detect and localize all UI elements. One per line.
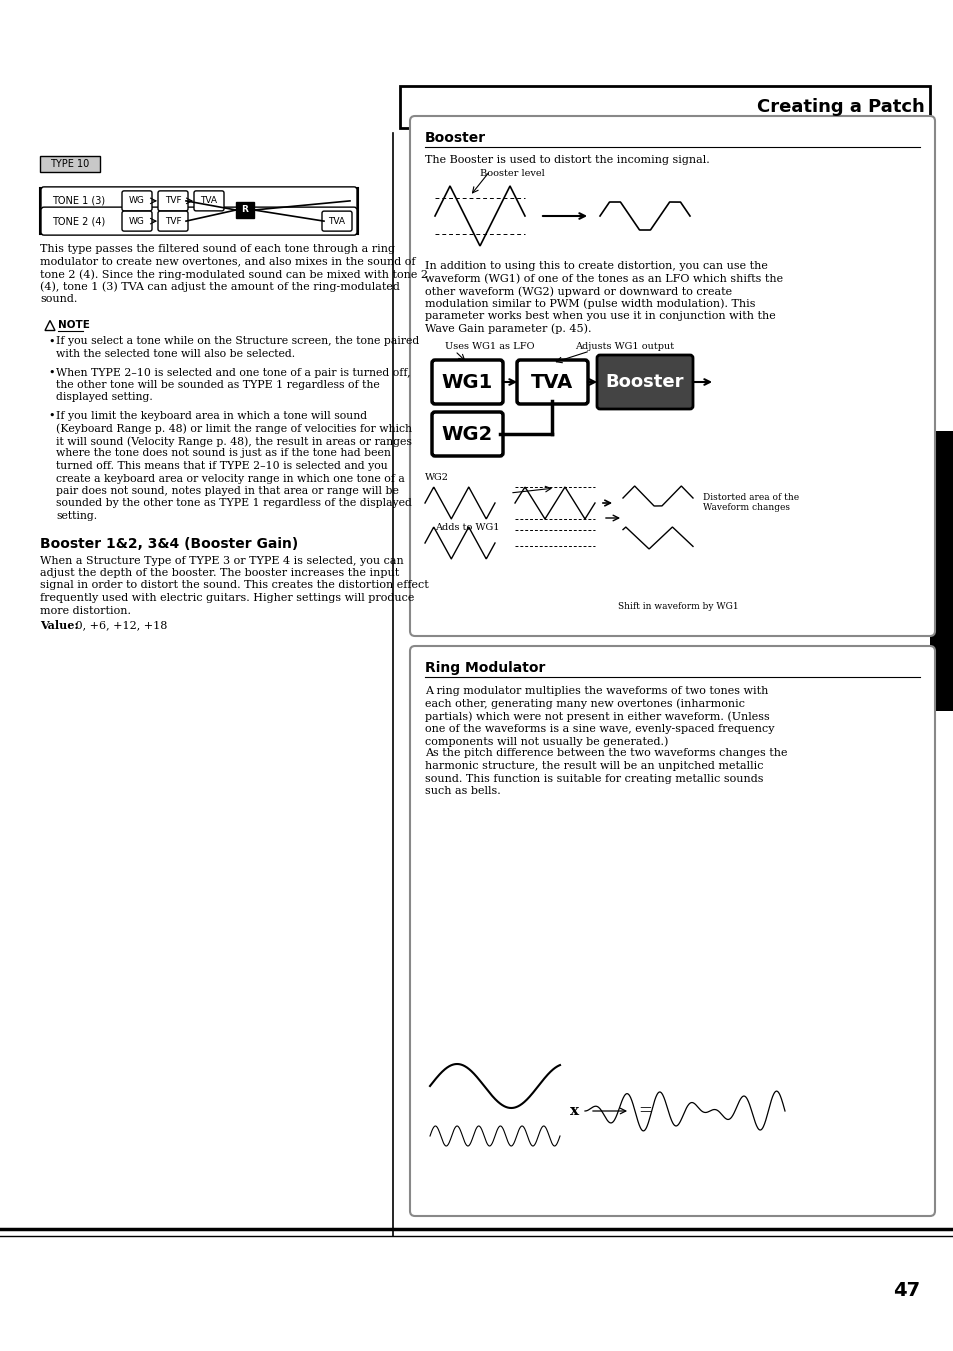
Text: the other tone will be sounded as TYPE 1 regardless of the: the other tone will be sounded as TYPE 1…	[56, 380, 379, 390]
Text: parameter works best when you use it in conjunction with the: parameter works best when you use it in …	[424, 311, 775, 322]
Text: Booster 1&2, 3&4 (Booster Gain): Booster 1&2, 3&4 (Booster Gain)	[40, 538, 298, 551]
FancyBboxPatch shape	[158, 190, 188, 211]
Text: waveform (WG1) of one of the tones as an LFO which shifts the: waveform (WG1) of one of the tones as an…	[424, 273, 782, 284]
FancyBboxPatch shape	[517, 359, 587, 404]
Text: TVA: TVA	[328, 216, 345, 226]
FancyBboxPatch shape	[322, 211, 352, 231]
Text: Creating a Patch: Creating a Patch	[938, 516, 950, 627]
Text: WG: WG	[129, 216, 145, 226]
Text: Adjusts WG1 output: Adjusts WG1 output	[575, 342, 674, 351]
Text: Uses WG1 as LFO: Uses WG1 as LFO	[444, 342, 534, 351]
Text: WG1: WG1	[441, 373, 493, 392]
Text: The Booster is used to distort the incoming signal.: The Booster is used to distort the incom…	[424, 155, 709, 165]
Text: with the selected tone will also be selected.: with the selected tone will also be sele…	[56, 349, 294, 359]
Text: such as bells.: such as bells.	[424, 786, 500, 796]
Text: A ring modulator multiplies the waveforms of two tones with: A ring modulator multiplies the waveform…	[424, 686, 767, 696]
FancyBboxPatch shape	[122, 190, 152, 211]
Text: •: •	[48, 336, 54, 346]
Text: Ring Modulator: Ring Modulator	[424, 661, 545, 676]
FancyBboxPatch shape	[122, 211, 152, 231]
Text: 0, +6, +12, +18: 0, +6, +12, +18	[71, 620, 167, 630]
Text: TVA: TVA	[531, 373, 573, 392]
Text: WG: WG	[129, 196, 145, 205]
Text: displayed setting.: displayed setting.	[56, 393, 152, 403]
Text: sound.: sound.	[40, 295, 77, 304]
Text: Booster: Booster	[424, 131, 486, 145]
Text: (4), tone 1 (3) TVA can adjust the amount of the ring-modulated: (4), tone 1 (3) TVA can adjust the amoun…	[40, 281, 399, 292]
Text: adjust the depth of the booster. The booster increases the input: adjust the depth of the booster. The boo…	[40, 567, 399, 578]
Text: Booster level: Booster level	[479, 169, 544, 178]
Text: sound. This function is suitable for creating metallic sounds: sound. This function is suitable for cre…	[424, 774, 762, 784]
Text: pair does not sound, notes played in that area or range will be: pair does not sound, notes played in tha…	[56, 486, 398, 496]
Text: it will sound (Velocity Range p. 48), the result in areas or ranges: it will sound (Velocity Range p. 48), th…	[56, 436, 412, 447]
Text: tone 2 (4). Since the ring-modulated sound can be mixed with tone 2: tone 2 (4). Since the ring-modulated sou…	[40, 269, 428, 280]
FancyBboxPatch shape	[410, 116, 934, 636]
Text: signal in order to distort the sound. This creates the distortion effect: signal in order to distort the sound. Th…	[40, 581, 428, 590]
Text: Creating a Patch: Creating a Patch	[757, 99, 924, 116]
Text: Distorted area of the
Waveform changes: Distorted area of the Waveform changes	[702, 493, 799, 512]
Text: frequently used with electric guitars. Higher settings will produce: frequently used with electric guitars. H…	[40, 593, 414, 603]
Text: As the pitch difference between the two waveforms changes the: As the pitch difference between the two …	[424, 748, 786, 758]
Text: TONE 1 (3): TONE 1 (3)	[52, 196, 105, 205]
Text: WG2: WG2	[424, 473, 449, 482]
Text: WG2: WG2	[441, 424, 493, 443]
FancyBboxPatch shape	[432, 412, 502, 457]
FancyBboxPatch shape	[41, 207, 356, 235]
Text: When a Structure Type of TYPE 3 or TYPE 4 is selected, you can: When a Structure Type of TYPE 3 or TYPE …	[40, 555, 403, 566]
Text: •: •	[48, 411, 54, 422]
Text: other waveform (WG2) upward or downward to create: other waveform (WG2) upward or downward …	[424, 286, 731, 297]
Text: TVF: TVF	[165, 196, 181, 205]
Text: partials) which were not present in either waveform. (Unless: partials) which were not present in eith…	[424, 711, 769, 721]
Text: (Keyboard Range p. 48) or limit the range of velocities for which: (Keyboard Range p. 48) or limit the rang…	[56, 423, 412, 434]
Text: R: R	[241, 205, 248, 215]
Text: x: x	[570, 1104, 579, 1119]
Text: If you select a tone while on the Structure screen, the tone paired: If you select a tone while on the Struct…	[56, 336, 418, 346]
FancyBboxPatch shape	[410, 646, 934, 1216]
Text: TVA: TVA	[200, 196, 217, 205]
Text: =: =	[638, 1102, 651, 1120]
FancyBboxPatch shape	[158, 211, 188, 231]
Text: turned off. This means that if TYPE 2–10 is selected and you: turned off. This means that if TYPE 2–10…	[56, 461, 387, 471]
FancyBboxPatch shape	[40, 155, 100, 172]
Text: harmonic structure, the result will be an unpitched metallic: harmonic structure, the result will be a…	[424, 761, 762, 771]
Text: In addition to using this to create distortion, you can use the: In addition to using this to create dist…	[424, 261, 767, 272]
Text: each other, generating many new overtones (inharmonic: each other, generating many new overtone…	[424, 698, 744, 709]
Text: TVF: TVF	[165, 216, 181, 226]
FancyBboxPatch shape	[432, 359, 502, 404]
Text: TYPE 10: TYPE 10	[51, 159, 90, 169]
Text: create a keyboard area or velocity range in which one tone of a: create a keyboard area or velocity range…	[56, 473, 404, 484]
Text: Shift in waveform by WG1: Shift in waveform by WG1	[618, 603, 738, 611]
Text: This type passes the filtered sound of each tone through a ring: This type passes the filtered sound of e…	[40, 245, 395, 254]
Text: sounded by the other tone as TYPE 1 regardless of the displayed: sounded by the other tone as TYPE 1 rega…	[56, 499, 412, 508]
Text: Booster: Booster	[605, 373, 683, 390]
Text: TONE 2 (4): TONE 2 (4)	[52, 216, 105, 226]
Text: one of the waveforms is a sine wave, evenly-spaced frequency: one of the waveforms is a sine wave, eve…	[424, 724, 774, 734]
FancyBboxPatch shape	[235, 203, 253, 218]
Text: •: •	[48, 367, 54, 377]
Text: components will not usually be generated.): components will not usually be generated…	[424, 736, 668, 747]
FancyBboxPatch shape	[399, 86, 929, 128]
Text: Adds to WG1: Adds to WG1	[435, 523, 499, 532]
Text: NOTE: NOTE	[58, 320, 90, 331]
Text: When TYPE 2–10 is selected and one tone of a pair is turned off,: When TYPE 2–10 is selected and one tone …	[56, 367, 410, 377]
Text: setting.: setting.	[56, 511, 97, 521]
FancyBboxPatch shape	[929, 431, 953, 711]
FancyBboxPatch shape	[597, 355, 692, 409]
FancyBboxPatch shape	[193, 190, 224, 211]
Text: modulator to create new overtones, and also mixes in the sound of: modulator to create new overtones, and a…	[40, 257, 416, 266]
Text: Value:: Value:	[40, 620, 78, 631]
Text: Wave Gain parameter (p. 45).: Wave Gain parameter (p. 45).	[424, 323, 591, 334]
Text: modulation similar to PWM (pulse width modulation). This: modulation similar to PWM (pulse width m…	[424, 299, 755, 309]
Text: where the tone does not sound is just as if the tone had been: where the tone does not sound is just as…	[56, 449, 391, 458]
FancyBboxPatch shape	[41, 186, 356, 215]
FancyBboxPatch shape	[40, 188, 357, 234]
Text: more distortion.: more distortion.	[40, 605, 131, 616]
Text: 47: 47	[892, 1282, 919, 1301]
Text: If you limit the keyboard area in which a tone will sound: If you limit the keyboard area in which …	[56, 411, 367, 422]
